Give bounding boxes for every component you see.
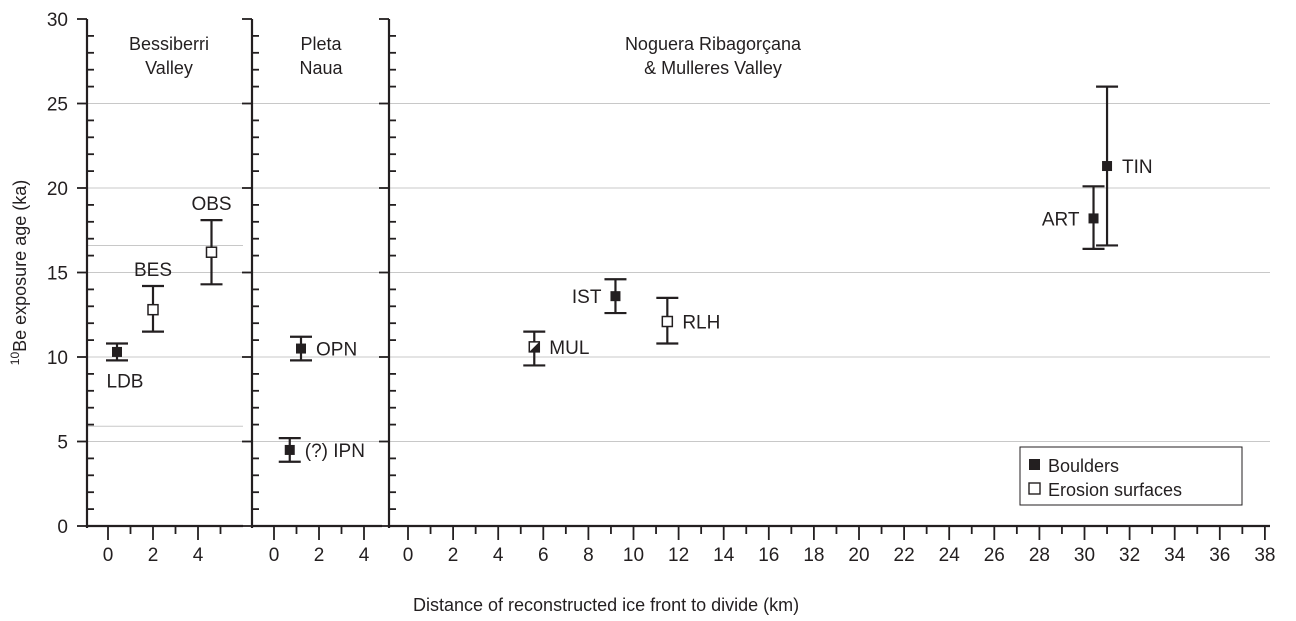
erosion-marker xyxy=(661,315,674,328)
legend-boulder-swatch xyxy=(1029,459,1040,470)
point-label: OBS xyxy=(191,194,231,215)
x-tick-label: 2 xyxy=(148,545,159,566)
y-axis-label-superscript: 10 xyxy=(8,352,22,366)
panel-title: Noguera Ribagorçana xyxy=(625,34,802,54)
erosion-marker xyxy=(147,303,159,316)
panel-title: Bessiberri xyxy=(129,34,209,54)
x-tick-label: 32 xyxy=(1119,545,1140,566)
y-axis-label-main: Be exposure age (ka) xyxy=(10,180,30,352)
x-tick-label: 20 xyxy=(848,545,869,566)
panel-title: Naua xyxy=(299,58,343,78)
y-tick-label: 5 xyxy=(57,433,68,454)
x-tick-label: 14 xyxy=(713,545,735,566)
y-tick-label: 20 xyxy=(47,179,68,200)
y-axis-label: 10Be exposure age (ka) xyxy=(8,180,30,365)
x-tick-label: 38 xyxy=(1254,545,1275,566)
x-tick-label: 2 xyxy=(448,545,459,566)
x-tick-label: 30 xyxy=(1074,545,1095,566)
boulder-marker xyxy=(284,444,295,455)
x-tick-label: 18 xyxy=(803,545,824,566)
x-tick-label: 2 xyxy=(314,545,325,566)
x-tick-label: 10 xyxy=(623,545,644,566)
y-tick-label: 0 xyxy=(57,517,68,538)
x-tick-label: 12 xyxy=(668,545,689,566)
point-label: TIN xyxy=(1122,157,1153,178)
x-tick-label: 26 xyxy=(984,545,1005,566)
panel-title: Valley xyxy=(145,58,193,78)
point-label: OPN xyxy=(316,340,357,361)
x-axis-label: Distance of reconstructed ice front to d… xyxy=(413,595,799,615)
x-tick-label: 0 xyxy=(403,545,414,566)
panel-title: Pleta xyxy=(300,34,342,54)
legend-label: Erosion surfaces xyxy=(1048,480,1182,500)
point-label: (?) IPN xyxy=(305,441,365,462)
panel-title: & Mulleres Valley xyxy=(644,58,782,78)
point-label: RLH xyxy=(682,313,720,334)
x-tick-label: 28 xyxy=(1029,545,1050,566)
x-tick-label: 0 xyxy=(103,545,114,566)
x-tick-label: 6 xyxy=(538,545,549,566)
point-label: IST xyxy=(572,287,602,308)
point-label: LDB xyxy=(107,371,144,392)
point-label: ART xyxy=(1042,209,1080,230)
x-tick-label: 36 xyxy=(1209,545,1230,566)
x-tick-label: 4 xyxy=(359,545,370,566)
boulder-marker xyxy=(1088,213,1099,224)
boulder-marker xyxy=(296,343,306,354)
y-tick-label: 25 xyxy=(47,95,68,116)
point-label: BES xyxy=(134,260,172,281)
x-tick-label: 34 xyxy=(1164,545,1186,566)
x-tick-label: 16 xyxy=(758,545,779,566)
y-tick-label: 10 xyxy=(47,348,68,369)
legend-erosion-swatch xyxy=(1028,482,1041,495)
legend-box xyxy=(1019,446,1243,506)
boulder-marker xyxy=(1102,161,1113,172)
x-tick-label: 8 xyxy=(583,545,594,566)
x-tick-label: 24 xyxy=(939,545,961,566)
boulder-marker xyxy=(112,346,122,357)
legend-label: Boulders xyxy=(1048,456,1119,476)
x-tick-label: 22 xyxy=(894,545,915,566)
mixed-marker-fill xyxy=(529,341,540,352)
point-label: MUL xyxy=(549,338,589,359)
x-tick-label: 4 xyxy=(493,545,504,566)
boulder-marker xyxy=(610,291,621,302)
y-tick-label: 30 xyxy=(47,10,68,31)
x-tick-label: 4 xyxy=(193,545,204,566)
erosion-marker xyxy=(205,246,218,258)
y-tick-label: 15 xyxy=(47,264,68,285)
x-tick-label: 0 xyxy=(269,545,280,566)
